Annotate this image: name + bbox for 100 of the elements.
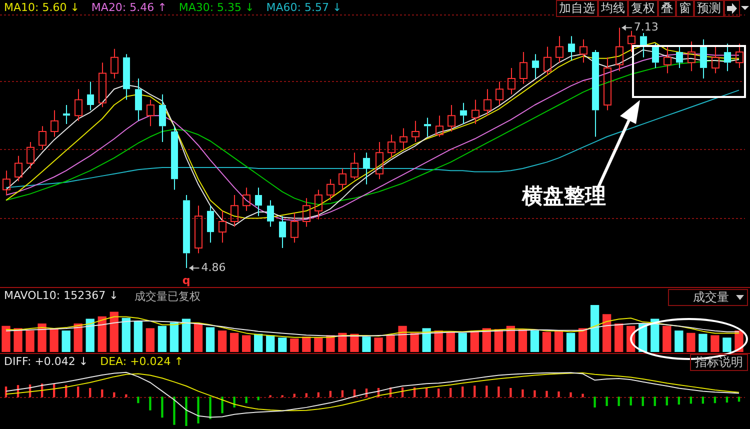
- bar: [266, 335, 275, 352]
- bar: [506, 326, 516, 352]
- candlestick: [580, 38, 588, 64]
- bar: [233, 396, 236, 408]
- bar: [209, 396, 212, 420]
- text: MA20: 5.46 ↑: [91, 1, 167, 14]
- bar: [86, 318, 94, 352]
- annotation: 叠: [658, 0, 676, 17]
- bar: [14, 328, 22, 352]
- bar: [329, 390, 332, 398]
- candlestick: [544, 46, 552, 76]
- bar: [722, 338, 732, 352]
- candlestick: [38, 126, 46, 150]
- candlestick: [412, 120, 420, 143]
- annotation: 7.13: [634, 20, 658, 34]
- candlestick: [604, 56, 612, 111]
- candlestick: [664, 46, 672, 74]
- candlestick: [230, 194, 238, 228]
- candlestick: [712, 46, 720, 74]
- series-label: MAVOL10: 152367 ↓: [4, 289, 118, 304]
- candlestick: [676, 46, 683, 68]
- bar: [714, 396, 716, 404]
- bar: [290, 338, 299, 352]
- bar: [38, 323, 46, 352]
- bar: [662, 326, 672, 352]
- bar: [137, 396, 140, 404]
- bar: [498, 386, 500, 398]
- bar: [341, 390, 344, 398]
- bar: [710, 335, 720, 352]
- candlestick: [688, 40, 696, 72]
- bar: [594, 396, 596, 408]
- bar: [522, 389, 524, 398]
- bar: [630, 396, 632, 406]
- bar: [170, 322, 179, 352]
- candlestick: [183, 194, 190, 269]
- bar: [362, 336, 371, 352]
- bar: [146, 328, 155, 352]
- bar: [486, 386, 488, 398]
- text: 指标说明: [690, 354, 748, 371]
- bar: [546, 390, 548, 398]
- bar: [518, 329, 528, 352]
- text: 成交量已复权: [134, 289, 200, 304]
- candlestick: [87, 81, 94, 111]
- candlestick: [14, 155, 22, 182]
- candlestick: [50, 110, 58, 138]
- candlestick: [267, 200, 274, 228]
- candlestick: [302, 198, 310, 228]
- candlestick: [700, 38, 707, 80]
- candlestick: [218, 210, 226, 244]
- candlestick: [279, 216, 286, 248]
- bar: [50, 328, 58, 352]
- candlestick: [146, 99, 154, 127]
- bar: [702, 396, 704, 404]
- annotation: 横盘整理: [522, 182, 606, 210]
- candlestick: [556, 36, 564, 64]
- bar: [305, 393, 308, 398]
- candlestick: [26, 142, 34, 170]
- bar: [554, 330, 564, 352]
- text: MA60: 5.57 ↓: [266, 1, 342, 14]
- candlestick: [290, 212, 298, 244]
- bar: [182, 318, 191, 352]
- series-label: DEA: +0.024 ↑: [100, 355, 184, 368]
- annotation: q: [182, 274, 190, 287]
- candlestick: [135, 78, 142, 122]
- candlestick: [159, 94, 166, 143]
- bar: [462, 386, 464, 398]
- bar: [618, 396, 620, 406]
- candlestick: [388, 134, 396, 158]
- candlestick: [724, 43, 731, 72]
- bar: [698, 334, 708, 352]
- bar: [257, 396, 260, 400]
- bar: [113, 392, 116, 398]
- bar: [89, 388, 92, 398]
- annotation: 窗: [676, 0, 694, 17]
- candlestick: [484, 88, 492, 116]
- annotation: 预测: [694, 0, 724, 17]
- candlestick: [207, 205, 214, 244]
- bar: [582, 394, 584, 398]
- bar: [726, 396, 728, 403]
- bar: [230, 332, 239, 352]
- bar: [110, 312, 118, 352]
- bar: [510, 388, 512, 398]
- annotation: 4.86: [201, 260, 226, 274]
- bar: [530, 330, 540, 352]
- candlestick: [123, 54, 130, 100]
- bar: [254, 334, 263, 352]
- bar: [374, 338, 383, 352]
- bar: [194, 323, 203, 352]
- bar: [542, 332, 552, 352]
- candlestick: [338, 168, 346, 190]
- bar: [410, 332, 419, 352]
- bar: [125, 394, 128, 398]
- bar: [386, 335, 395, 352]
- bar: [494, 329, 503, 352]
- candlestick: [194, 205, 202, 254]
- dropdown-field: 成交量: [668, 289, 748, 306]
- candlestick: [350, 152, 358, 180]
- candlestick: [508, 67, 516, 95]
- bar: [134, 321, 143, 352]
- candlestick: [110, 48, 118, 80]
